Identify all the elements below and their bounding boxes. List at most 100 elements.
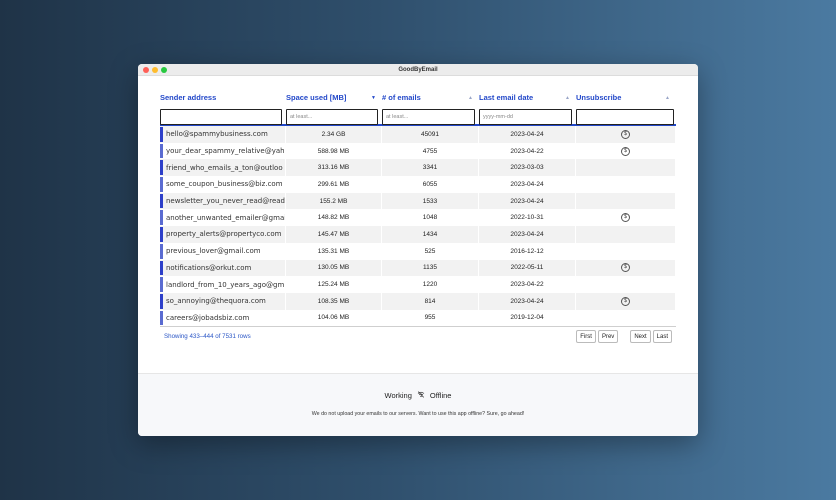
table-row[interactable]: hello@spammybusiness.com 2.34 GB 45091 2… bbox=[160, 126, 676, 143]
unsubscribe-filter-input[interactable] bbox=[576, 109, 674, 125]
rows-count-label: Showing 433–444 of 7531 rows bbox=[164, 333, 251, 340]
unsubscribe-icon[interactable]: $ bbox=[621, 296, 630, 306]
date-filter-input[interactable] bbox=[479, 109, 572, 125]
unsubscribe-cell bbox=[576, 176, 676, 193]
last-email-date-cell: 2022-10-31 bbox=[479, 209, 576, 227]
email-count-cell: 955 bbox=[382, 309, 479, 327]
row-size-indicator bbox=[160, 143, 163, 159]
column-header-count-label: # of emails bbox=[382, 93, 421, 102]
pagination-buttons: First Prev Next Last bbox=[576, 330, 672, 343]
sender-address-cell: property_alerts@propertyco.com bbox=[160, 226, 286, 243]
email-count-cell: 45091 bbox=[382, 126, 479, 143]
maximize-window-button[interactable] bbox=[161, 67, 167, 73]
table-row[interactable]: so_annoying@thequora.com 108.35 MB 814 2… bbox=[160, 292, 676, 310]
unsubscribe-cell bbox=[576, 242, 676, 260]
sort-asc-icon[interactable]: ▲ bbox=[665, 94, 670, 101]
unsubscribe-cell bbox=[576, 192, 676, 210]
first-page-button[interactable]: First bbox=[576, 330, 596, 343]
table-row[interactable]: friend_who_emails_a_ton@outloo 313.16 MB… bbox=[160, 159, 676, 177]
table-row[interactable]: newsletter_you_never_read@read 155.2 MB … bbox=[160, 192, 676, 210]
column-header-count[interactable]: # of emails ▲ bbox=[382, 93, 479, 102]
space-filter-input[interactable] bbox=[286, 109, 378, 125]
sender-address-cell: landlord_from_10_years_ago@gm bbox=[160, 276, 286, 293]
unsubscribe-icon[interactable]: $ bbox=[621, 263, 630, 273]
space-used-cell: 313.16 MB bbox=[286, 159, 382, 177]
space-used-cell: 148.82 MB bbox=[286, 209, 382, 227]
pagination: Showing 433–444 of 7531 rows First Prev … bbox=[164, 330, 672, 343]
sort-desc-icon[interactable]: ▼ bbox=[371, 94, 376, 101]
email-senders-table: Sender address Space used [MB] ▼ # of em… bbox=[160, 92, 676, 328]
unsubscribe-cell: $ bbox=[576, 292, 676, 310]
email-count-cell: 1220 bbox=[382, 276, 479, 293]
table-row[interactable]: previous_lover@gmail.com 135.31 MB 525 2… bbox=[160, 242, 676, 260]
count-filter-input[interactable] bbox=[382, 109, 475, 125]
last-email-date-cell: 2023-04-24 bbox=[479, 192, 576, 210]
sender-address-cell: previous_lover@gmail.com bbox=[160, 242, 286, 260]
sort-asc-icon[interactable]: ▲ bbox=[565, 94, 570, 101]
table-row[interactable]: some_coupon_business@biz.com 299.61 MB 6… bbox=[160, 176, 676, 193]
column-header-unsubscribe[interactable]: Unsubscribe ▲ bbox=[576, 93, 676, 102]
last-email-date-cell: 2016-12-12 bbox=[479, 242, 576, 260]
column-header-space[interactable]: Space used [MB] ▼ bbox=[286, 93, 382, 102]
window-title: GoodByEmail bbox=[398, 66, 438, 73]
wifi-off-icon bbox=[417, 391, 425, 400]
unsubscribe-icon[interactable]: $ bbox=[621, 129, 630, 139]
title-bar: GoodByEmail bbox=[138, 64, 698, 76]
next-page-button[interactable]: Next bbox=[630, 330, 651, 343]
row-size-indicator bbox=[160, 193, 163, 209]
table-row[interactable]: notifications@orkut.com 130.05 MB 1135 2… bbox=[160, 259, 676, 277]
footer: Working Offline We do not upload your em… bbox=[138, 373, 698, 436]
last-page-button[interactable]: Last bbox=[652, 330, 672, 343]
table-row[interactable]: property_alerts@propertyco.com 145.47 MB… bbox=[160, 226, 676, 243]
minimize-window-button[interactable] bbox=[152, 67, 158, 73]
status-offline-label: Offline bbox=[429, 391, 452, 400]
unsubscribe-cell bbox=[576, 159, 676, 177]
column-header-sender-label: Sender address bbox=[160, 93, 217, 102]
row-size-indicator bbox=[160, 210, 163, 226]
table-row[interactable]: careers@jobadsbiz.com 104.06 MB 955 2019… bbox=[160, 309, 676, 327]
column-header-space-label: Space used [MB] bbox=[286, 93, 347, 102]
sender-filter-input[interactable] bbox=[160, 109, 282, 125]
column-header-sender[interactable]: Sender address bbox=[160, 93, 286, 102]
space-filter-cell bbox=[286, 105, 382, 125]
sender-address-cell: careers@jobadsbiz.com bbox=[160, 309, 286, 327]
last-email-date-cell: 2022-05-11 bbox=[479, 259, 576, 277]
email-count-cell: 4755 bbox=[382, 142, 479, 160]
row-size-indicator bbox=[160, 243, 163, 259]
email-count-cell: 6055 bbox=[382, 176, 479, 193]
app-window: GoodByEmail Sender address Space used [M… bbox=[138, 64, 698, 436]
last-email-date-cell: 2023-03-03 bbox=[479, 159, 576, 177]
row-size-indicator bbox=[160, 127, 163, 142]
last-email-date-cell: 2023-04-24 bbox=[479, 226, 576, 243]
unsubscribe-icon[interactable]: $ bbox=[621, 146, 630, 156]
row-size-indicator bbox=[160, 260, 163, 276]
last-email-date-cell: 2023-04-22 bbox=[479, 276, 576, 293]
unsubscribe-cell: $ bbox=[576, 142, 676, 160]
sender-address-cell: hello@spammybusiness.com bbox=[160, 126, 286, 143]
email-count-cell: 1533 bbox=[382, 192, 479, 210]
table-row[interactable]: another_unwanted_emailer@gmai 148.82 MB … bbox=[160, 209, 676, 227]
unsubscribe-icon[interactable]: $ bbox=[621, 213, 630, 223]
close-window-button[interactable] bbox=[143, 67, 149, 73]
space-used-cell: 145.47 MB bbox=[286, 226, 382, 243]
sender-address-cell: newsletter_you_never_read@read bbox=[160, 192, 286, 210]
row-size-indicator bbox=[160, 277, 163, 292]
space-used-cell: 135.31 MB bbox=[286, 242, 382, 260]
count-filter-cell bbox=[382, 105, 479, 125]
window-controls bbox=[143, 67, 167, 73]
row-size-indicator bbox=[160, 310, 163, 326]
row-size-indicator bbox=[160, 177, 163, 192]
column-header-unsubscribe-label: Unsubscribe bbox=[576, 93, 622, 102]
table-header-row: Sender address Space used [MB] ▼ # of em… bbox=[160, 92, 676, 103]
space-used-cell: 588.98 MB bbox=[286, 142, 382, 160]
prev-page-button[interactable]: Prev bbox=[597, 330, 619, 343]
sort-asc-icon[interactable]: ▲ bbox=[468, 94, 473, 101]
row-size-indicator bbox=[160, 293, 163, 309]
table-row[interactable]: landlord_from_10_years_ago@gm 125.24 MB … bbox=[160, 276, 676, 293]
last-email-date-cell: 2019-12-04 bbox=[479, 309, 576, 327]
header-divider bbox=[160, 124, 676, 126]
table-row[interactable]: your_dear_spammy_relative@yah 588.98 MB … bbox=[160, 142, 676, 160]
column-header-date[interactable]: Last email date ▲ bbox=[479, 93, 576, 102]
space-used-cell: 299.61 MB bbox=[286, 176, 382, 193]
unsubscribe-cell bbox=[576, 276, 676, 293]
